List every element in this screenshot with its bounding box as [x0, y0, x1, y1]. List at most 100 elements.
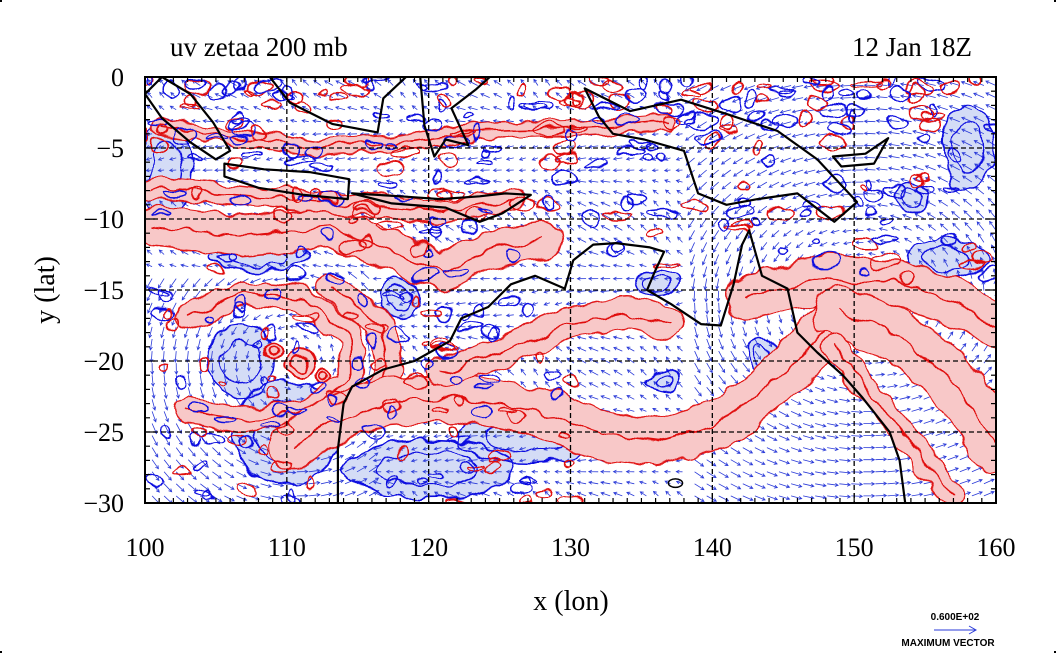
x-tick-label: 110 — [268, 533, 306, 562]
noise-ring — [900, 271, 915, 286]
wind-vector — [220, 338, 225, 349]
noise-ring — [187, 78, 204, 90]
noise-ring — [248, 125, 267, 141]
wind-vector — [505, 324, 514, 329]
wind-vector — [236, 471, 247, 478]
wind-vector — [467, 289, 478, 294]
wind-vector — [385, 157, 394, 161]
wind-vector — [875, 445, 888, 450]
noise-ring — [150, 211, 172, 218]
wind-vector — [675, 179, 683, 184]
wind-vector — [918, 260, 925, 267]
wind-vector — [768, 181, 780, 188]
wind-vector — [854, 228, 864, 233]
wind-vector — [410, 469, 418, 474]
wind-vector — [766, 495, 779, 501]
noise-ring — [325, 415, 340, 422]
wind-vector — [625, 469, 635, 474]
wind-vector — [346, 156, 358, 161]
wind-vector — [652, 480, 659, 485]
noise-ring — [502, 294, 521, 305]
wind-vector — [212, 387, 217, 399]
wind-vector — [625, 179, 635, 184]
wind-vector — [938, 211, 949, 219]
noise-ring — [744, 88, 758, 107]
wind-vector — [718, 447, 729, 455]
wind-vector — [493, 93, 502, 98]
wind-vector — [260, 471, 272, 476]
wind-vector — [455, 106, 466, 111]
noise-ring — [317, 89, 327, 97]
wind-vector — [386, 105, 394, 111]
wind-vector — [301, 263, 309, 268]
wind-vector — [554, 301, 563, 306]
noise-ring — [657, 152, 667, 162]
wind-vector — [892, 250, 900, 255]
wind-vector — [937, 199, 949, 207]
noise-ring — [381, 397, 400, 412]
wind-vector — [411, 105, 418, 111]
wind-vector — [554, 179, 563, 184]
wind-vector — [145, 157, 153, 161]
noise-ring — [581, 207, 602, 225]
wind-vector — [612, 190, 623, 195]
wind-vector — [296, 469, 309, 474]
wind-vector — [766, 314, 771, 324]
wind-vector — [588, 335, 599, 340]
noise-ring — [234, 121, 257, 136]
wind-vector — [187, 447, 196, 457]
wind-vector — [385, 446, 394, 451]
wind-vector — [467, 119, 478, 124]
wind-vector — [899, 480, 912, 485]
wind-vector — [612, 480, 623, 485]
noise-ring — [461, 112, 473, 120]
wind-vector — [744, 157, 756, 164]
wind-vector — [754, 338, 760, 349]
y-tick-label: −30 — [83, 489, 124, 518]
wind-vector — [289, 324, 297, 329]
wind-vector — [588, 480, 599, 485]
noise-ring — [265, 389, 280, 402]
wind-vector — [976, 221, 985, 231]
wind-vector — [639, 394, 647, 400]
wind-vector — [232, 338, 237, 348]
wind-vector — [161, 351, 166, 363]
wind-vector — [444, 469, 454, 474]
noise-ring — [677, 111, 695, 125]
positive-band-contour-inner-0 — [151, 225, 543, 274]
wind-vector — [701, 254, 708, 266]
y-tick-label: −10 — [83, 205, 124, 234]
wind-vector — [864, 203, 876, 208]
noise-ring — [421, 359, 438, 371]
wind-vector — [479, 119, 490, 124]
wind-vector — [625, 156, 635, 161]
wind-vector — [272, 483, 285, 488]
wind-vector — [199, 375, 204, 387]
wind-vector — [346, 132, 358, 137]
wind-vector — [625, 168, 635, 173]
wind-vector — [803, 483, 815, 488]
wind-vector — [412, 345, 418, 352]
coastline-java — [223, 162, 351, 201]
wind-vector — [346, 168, 358, 173]
noise-ring — [662, 91, 672, 102]
wind-vector — [505, 446, 514, 451]
wind-vector — [284, 386, 292, 391]
wind-vector — [778, 435, 790, 441]
wind-vector — [875, 372, 886, 377]
wind-vector — [433, 324, 442, 329]
noise-ring — [355, 201, 382, 213]
noise-ring — [378, 160, 405, 177]
wind-vector — [730, 338, 736, 350]
wind-vector — [159, 314, 165, 327]
wind-vector — [239, 263, 249, 268]
wind-vector — [666, 223, 671, 231]
wind-vector — [279, 105, 285, 111]
wind-vector — [796, 254, 804, 261]
vector-key-value: 0.600E+02 — [931, 612, 980, 623]
wind-vector — [158, 105, 165, 111]
wind-vector — [675, 469, 683, 474]
wind-vector — [639, 491, 647, 497]
noise-ring — [187, 433, 202, 446]
noise-ring — [945, 183, 961, 190]
